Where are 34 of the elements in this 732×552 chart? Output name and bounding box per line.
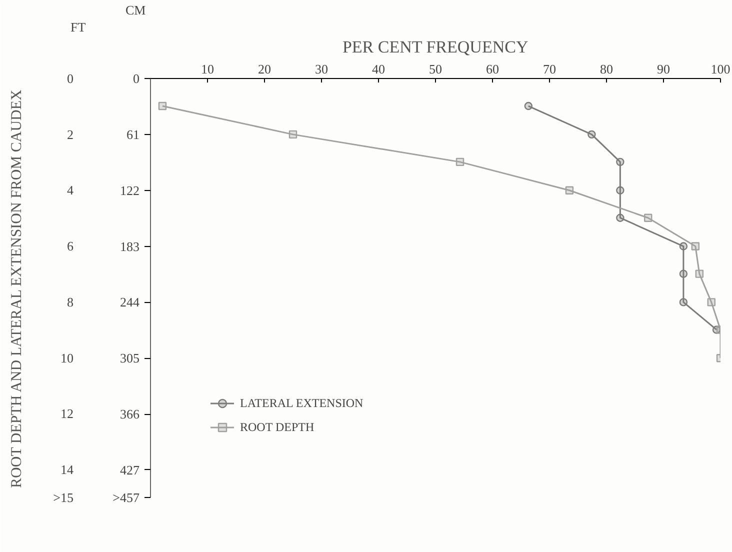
- y-tick-label: 4: [67, 182, 74, 198]
- y-tick-label: 6: [67, 238, 74, 254]
- y-tick-label: 8: [67, 294, 74, 310]
- legend-label: LATERAL EXTENSION: [240, 396, 364, 410]
- y2-tick-label: 244: [120, 294, 140, 310]
- x-tick-label: 40: [372, 62, 385, 76]
- x-tick-label: 70: [543, 62, 556, 76]
- x-tick-label: 100: [710, 62, 730, 76]
- y2-tick-label: 305: [120, 350, 140, 366]
- y-tick-label: 10: [60, 350, 74, 366]
- y-tick-label: 12: [60, 406, 74, 422]
- y-tick-label: 14: [60, 462, 74, 478]
- y2-tick-label: 183: [120, 238, 140, 254]
- x-tick-label: 20: [258, 62, 271, 76]
- y2-tick-label: 61: [126, 126, 140, 142]
- y2-tick-label: 427: [120, 462, 140, 478]
- y2-tick-label: >457: [112, 490, 140, 505]
- y-tick-label: >15: [53, 490, 74, 505]
- text: CM: [126, 2, 146, 18]
- x-tick-label: 30: [315, 62, 328, 76]
- y2-tick-label: 366: [120, 406, 140, 422]
- y-tick-label: 0: [67, 71, 74, 86]
- legend-label: ROOT DEPTH: [240, 420, 314, 434]
- y-axis-title: ROOT DEPTH AND LATERAL EXTENSION FROM CAUDEX: [9, 89, 26, 488]
- y2-tick-label: 0: [133, 71, 140, 86]
- y-tick-label: 2: [67, 126, 74, 142]
- x-tick-label: 80: [600, 62, 613, 76]
- x-tick-label: 60: [486, 62, 499, 76]
- y2-tick-label: 122: [120, 182, 140, 198]
- x-axis-title: PER CENT FREQUENCY: [342, 38, 528, 56]
- text: FT: [70, 20, 86, 34]
- x-tick-label: 50: [429, 62, 442, 76]
- x-tick-label: 10: [201, 62, 214, 76]
- x-tick-label: 90: [657, 62, 670, 76]
